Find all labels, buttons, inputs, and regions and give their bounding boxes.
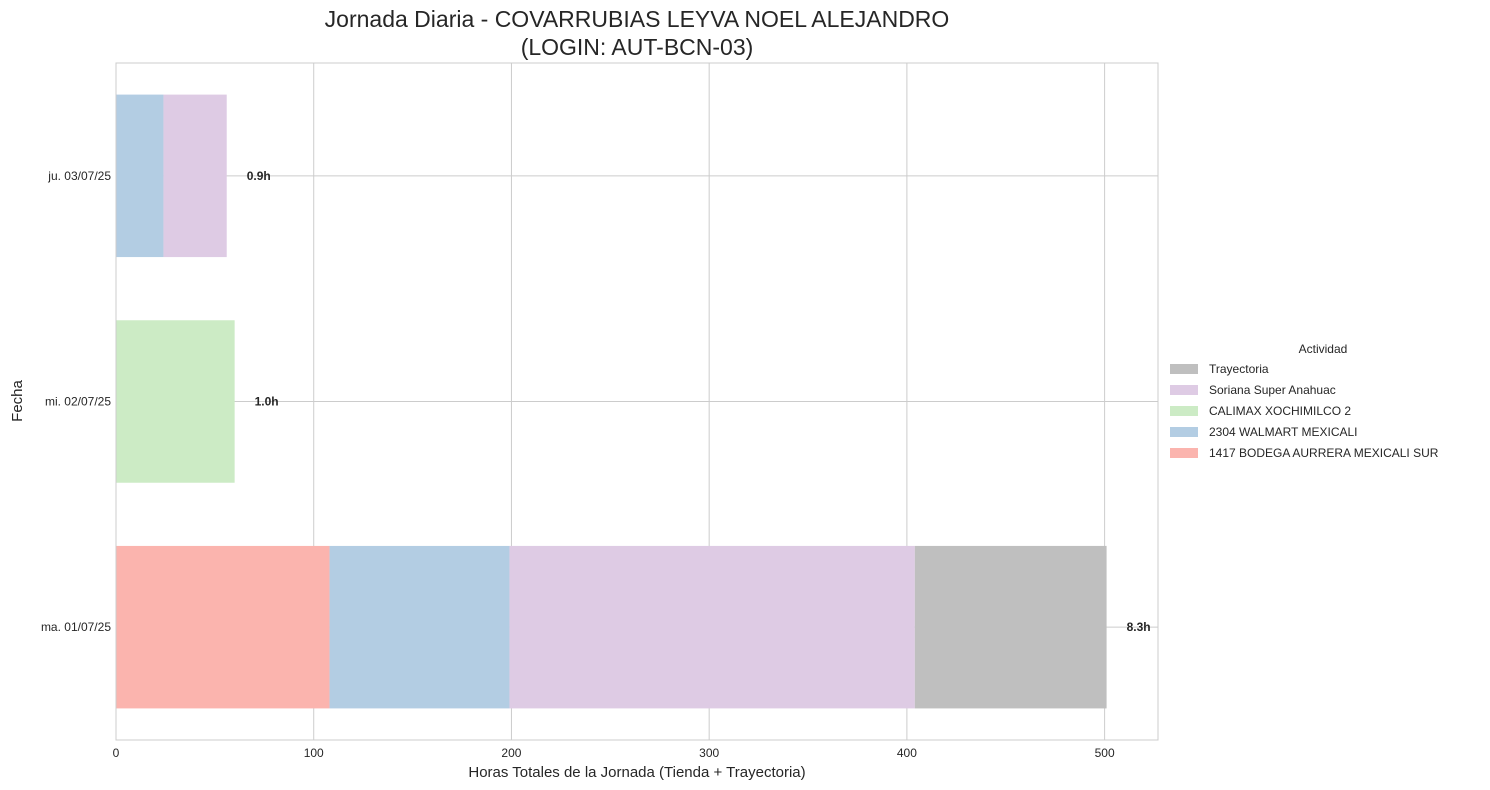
legend-swatch bbox=[1170, 364, 1198, 374]
legend: Actividad Trayectoria Soriana Super Anahu… bbox=[1170, 342, 1439, 460]
total-labels: 8.3h 1.0h 0.9h bbox=[247, 169, 1151, 634]
legend-swatch bbox=[1170, 427, 1198, 437]
y-tick-label: ma. 01/07/25 bbox=[41, 620, 111, 634]
legend-items: Trayectoria Soriana Super Anahuac CALIMAX … bbox=[1170, 362, 1439, 460]
legend-swatch bbox=[1170, 406, 1198, 416]
plot-frame bbox=[115, 62, 1159, 741]
total-label: 1.0h bbox=[255, 395, 279, 409]
x-axis-label: Horas Totales de la Jornada (Tienda + Tr… bbox=[468, 764, 805, 781]
y-axis-label: Fecha bbox=[9, 380, 26, 422]
x-tick-label: 300 bbox=[699, 746, 719, 760]
y-tick-label: mi. 02/07/25 bbox=[45, 395, 111, 409]
legend-title: Actividad bbox=[1299, 342, 1348, 356]
legend-label: 2304 WALMART MEXICALI bbox=[1209, 425, 1358, 439]
legend-swatch bbox=[1170, 448, 1198, 458]
bar-segment bbox=[914, 545, 1107, 709]
legend-label: Soriana Super Anahuac bbox=[1209, 383, 1336, 397]
x-tick-labels: 0 100 200 300 400 500 bbox=[113, 746, 1115, 760]
legend-label: Trayectoria bbox=[1209, 362, 1269, 376]
x-tick-label: 400 bbox=[897, 746, 917, 760]
x-tick-label: 100 bbox=[304, 746, 324, 760]
total-label: 0.9h bbox=[247, 169, 271, 183]
y-tick-labels: ma. 01/07/25 mi. 02/07/25 ju. 03/07/25 bbox=[41, 169, 111, 634]
bar-segment bbox=[116, 94, 164, 258]
x-tick-label: 200 bbox=[501, 746, 521, 760]
total-label: 8.3h bbox=[1127, 620, 1151, 634]
legend-label: CALIMAX XOCHIMILCO 2 bbox=[1209, 404, 1351, 418]
bar-segment bbox=[116, 545, 330, 709]
bars bbox=[116, 94, 1107, 709]
y-tick-label: ju. 03/07/25 bbox=[47, 169, 111, 183]
bar-segment bbox=[116, 320, 235, 483]
bar-segment bbox=[509, 545, 915, 709]
legend-label: 1417 BODEGA AURRERA MEXICALI SUR bbox=[1209, 446, 1439, 460]
chart-subtitle: (LOGIN: AUT-BCN-03) bbox=[521, 34, 754, 60]
bar-segment bbox=[163, 94, 227, 258]
chart-title: Jornada Diaria - COVARRUBIAS LEYVA NOEL … bbox=[325, 6, 950, 32]
bar-segment bbox=[329, 545, 510, 709]
legend-swatch bbox=[1170, 385, 1198, 395]
x-tick-label: 500 bbox=[1095, 746, 1115, 760]
x-tick-label: 0 bbox=[113, 746, 120, 760]
